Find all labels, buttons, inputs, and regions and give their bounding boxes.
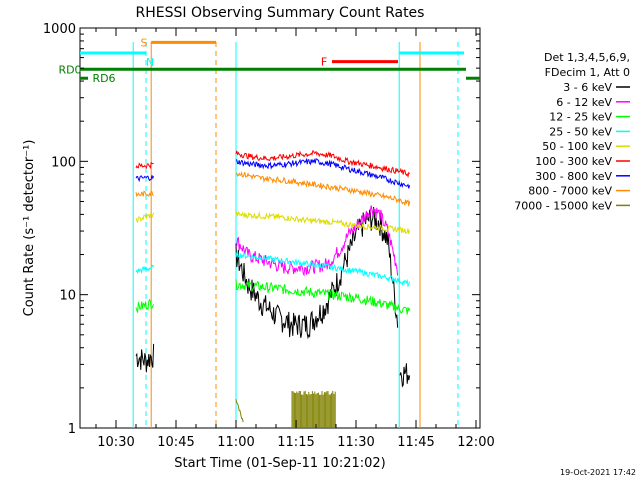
y-tick-label: 10 [59, 289, 76, 304]
state-bar-label: RD0 [58, 63, 81, 76]
plot-frame [79, 27, 481, 429]
series-25-50-kev [135, 264, 155, 275]
series-3-6-kev [399, 363, 411, 388]
chart-title: RHESSI Observing Summary Count Rates [136, 5, 425, 21]
legend-header-line-1: Det 1,3,4,5,6,9, [544, 51, 630, 64]
legend-header-line-2: FDecim 1, Att 0 [545, 66, 630, 79]
x-tick-label: 11:30 [337, 435, 374, 450]
series-300-800-kev [135, 175, 155, 183]
series-100-300-kev [135, 161, 154, 170]
x-tick-label: 11:00 [217, 435, 254, 450]
series-100-300-kev [235, 150, 410, 179]
x-tick-label: 10:30 [97, 435, 134, 450]
footer-timestamp: 19-Oct-2021 17:42 [560, 468, 636, 477]
series-lines [135, 150, 411, 428]
state-bar-label: RD6 [92, 72, 115, 85]
legend-label-3-6-kev: 3 - 6 keV [563, 81, 612, 94]
legend-label-7000-15000-kev: 7000 - 15000 keV [514, 199, 612, 212]
series-7000-15000-kev [235, 398, 244, 423]
legend-label-800-7000-kev: 800 - 7000 keV [528, 185, 612, 198]
legend: Det 1,3,4,5,6,9, FDecim 1, Att 0 3 - 6 k… [514, 51, 630, 212]
y-tick-label: 1 [68, 422, 76, 437]
series-800-7000-kev [235, 170, 411, 207]
y-tick-label: 1000 [43, 22, 76, 37]
plot-area: SN F RD0 RD6 10:30 10:45 11:00 11:15 11:30 11:45… [43, 22, 495, 450]
legend-label-50-100-kev: 50 - 100 keV [542, 140, 612, 153]
x-tick-label: 10:45 [157, 435, 194, 450]
legend-label-100-300-kev: 100 - 300 keV [535, 155, 612, 168]
legend-label-25-50-kev: 25 - 50 keV [549, 125, 612, 138]
y-tick-label: 100 [51, 155, 76, 170]
series-25-50-kev [235, 251, 411, 288]
series-300-800-kev [235, 157, 411, 189]
series-7000-15000-kev [291, 390, 336, 428]
x-tick-label: 11:15 [277, 435, 314, 450]
state-bar-label: S [141, 36, 148, 49]
state-bar-label: F [321, 56, 327, 69]
x-tick-label: 12:00 [457, 435, 494, 450]
series-6-12-kev [235, 205, 399, 277]
series-12-25-kev [135, 298, 155, 313]
x-tick-label: 11:45 [397, 435, 434, 450]
state-bar-label: N [146, 56, 154, 69]
y-axis-label: Count Rate (s⁻¹ detector⁻¹) [22, 140, 37, 317]
state-bars: SN F RD0 RD6 [58, 36, 480, 85]
series-3-6-kev [235, 206, 399, 340]
legend-label-12-25-kev: 12 - 25 keV [549, 111, 612, 124]
x-axis-label: Start Time (01-Sep-11 10:21:02) [174, 456, 385, 471]
axis-ticks: 10:30 10:45 11:00 11:15 11:30 11:45 12:00 1 10 10… [43, 22, 495, 450]
series-50-100-kev [135, 212, 155, 223]
series-50-100-kev [235, 210, 411, 235]
legend-label-300-800-kev: 300 - 800 keV [535, 170, 612, 183]
vertical-markers [132, 42, 459, 428]
series-12-25-kev [235, 279, 411, 315]
series-3-6-kev [135, 343, 155, 373]
legend-label-6-12-kev: 6 - 12 keV [556, 96, 612, 109]
series-800-7000-kev [135, 190, 154, 198]
